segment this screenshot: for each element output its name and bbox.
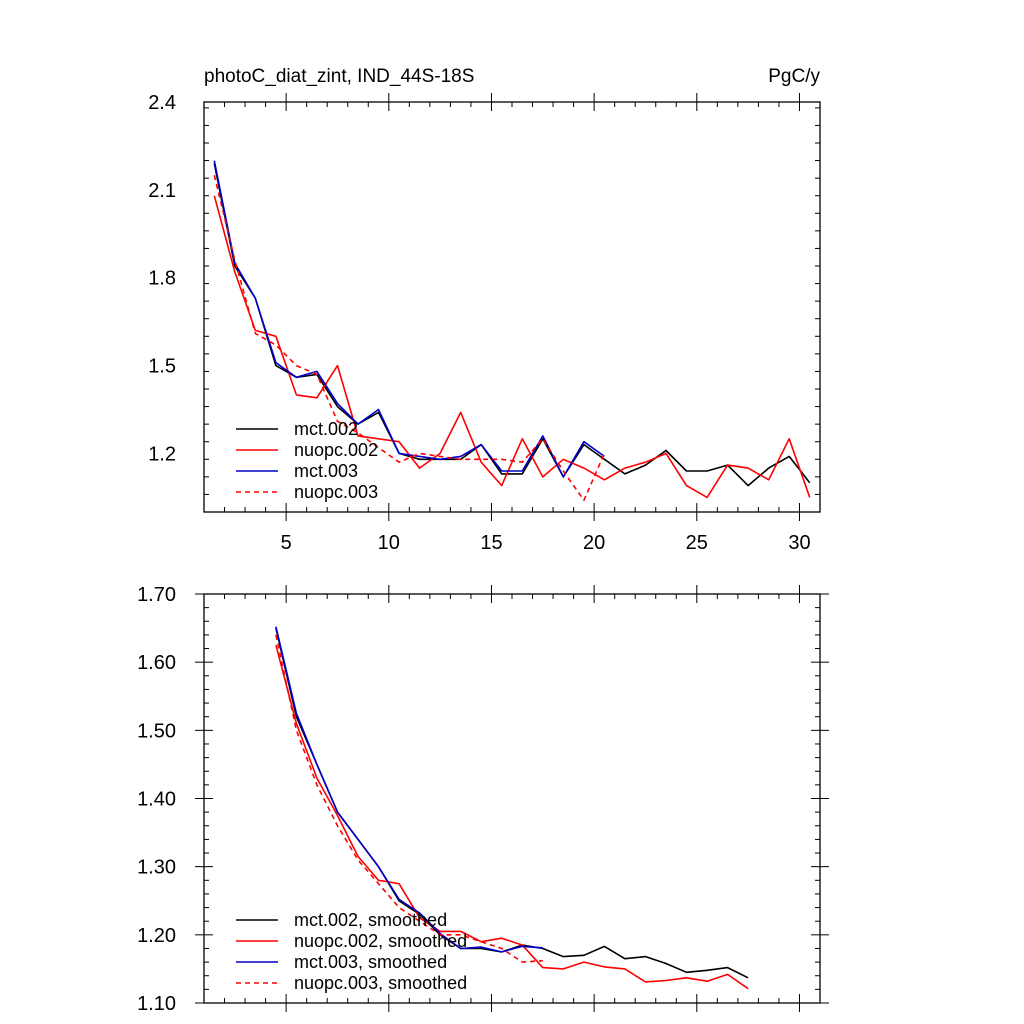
- bottom-panel-plot: 1.10 1.20 1.30 1.40 1.50 1.60 1.70: [137, 584, 829, 1015]
- x-tick-label: 15: [480, 532, 502, 554]
- legend-label: nuopc.002: [294, 440, 378, 460]
- x-tick-label: 30: [788, 532, 810, 554]
- y-tick-label: 1.2: [148, 443, 176, 465]
- x-tick-label: 5: [281, 532, 292, 554]
- y-tick-label: 1.40: [137, 789, 176, 811]
- legend-label: nuopc.002, smoothed: [294, 931, 467, 951]
- y-tick-label: 1.5: [148, 356, 176, 378]
- series-line-nuopc-002: [213, 195, 811, 499]
- series-line-nuopc-002-smoothed: [275, 644, 749, 990]
- legend-label: mct.002: [294, 419, 358, 439]
- series-line-mct-003-smoothed: [275, 626, 543, 953]
- y-tick-label: 2.4: [148, 92, 176, 114]
- top-panel: photoC_diat_zint, IND_44S-18S PgC/y 5 10 1…: [148, 66, 821, 554]
- bottom-panel: 1.10 1.20 1.30 1.40 1.50 1.60 1.70 mct.002, sm…: [137, 584, 829, 1015]
- x-tick-label: 20: [583, 532, 605, 554]
- legend-label: mct.003: [294, 461, 358, 481]
- legend-label: mct.003, smoothed: [294, 952, 447, 972]
- y-tick-label: 1.70: [137, 584, 176, 606]
- x-tick-label: 25: [686, 532, 708, 554]
- y-tick-label: 1.50: [137, 720, 176, 742]
- y-tick-label: 1.8: [148, 268, 176, 290]
- y-tick-label: 1.20: [137, 925, 176, 947]
- series-line-mct-002: [213, 163, 811, 487]
- series-line-nuopc-003-smoothed: [275, 634, 543, 963]
- top-panel-units: PgC/y: [768, 66, 820, 87]
- x-tick-label: 10: [378, 532, 400, 554]
- legend-label: nuopc.003, smoothed: [294, 973, 467, 993]
- series-line-nuopc-003: [213, 175, 606, 502]
- top-panel-title: photoC_diat_zint, IND_44S-18S: [204, 66, 474, 87]
- y-tick-label: 2.1: [148, 180, 176, 202]
- y-tick-label: 1.10: [137, 993, 176, 1015]
- y-tick-label: 1.30: [137, 857, 176, 879]
- legend-label: mct.002, smoothed: [294, 910, 447, 930]
- legend-label: nuopc.003: [294, 482, 378, 502]
- top-panel-plot: 5 10 15 20 25 30 1.2 1.5 1.8 2.1 2.4: [148, 92, 821, 554]
- y-tick-label: 1.60: [137, 652, 176, 674]
